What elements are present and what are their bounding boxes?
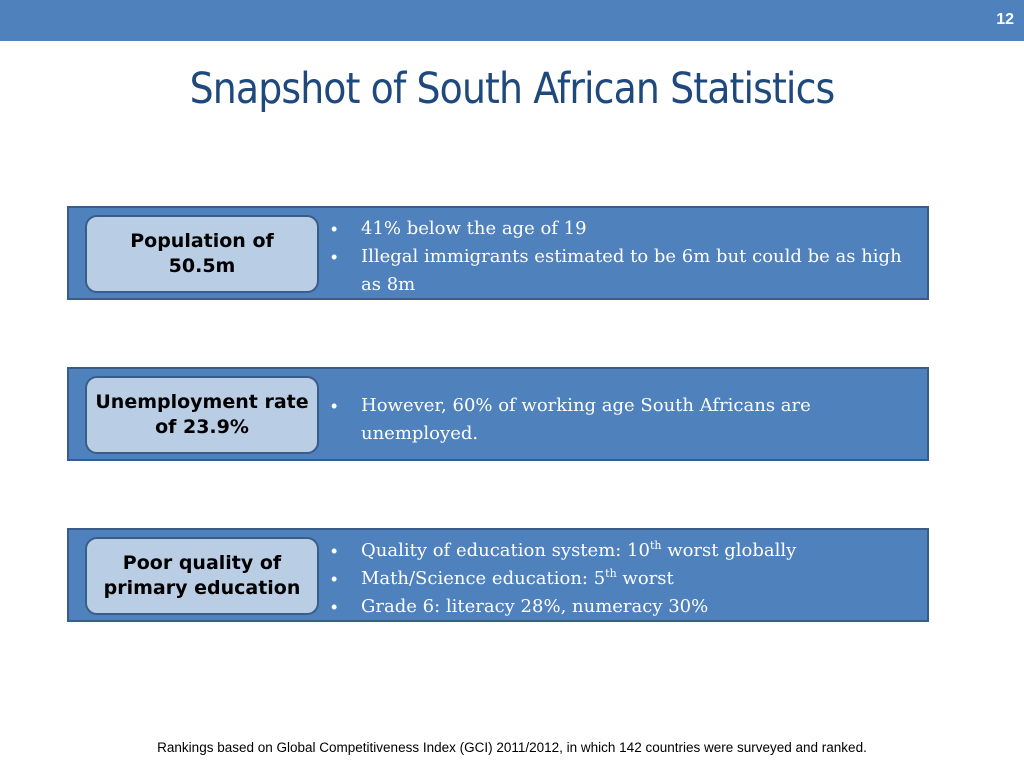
slide-number: 12 — [996, 11, 1014, 28]
bullet-item: • Math/Science education: 5th worst — [327, 565, 917, 593]
bullet-dot-icon: • — [331, 219, 338, 239]
stat-label-population: Population of 50.5m — [85, 215, 319, 293]
bullet-item: • 41% below the age of 19 — [327, 215, 917, 243]
bullet-text: Math/Science education: 5th worst — [361, 568, 674, 589]
stat-block-population: Population of 50.5m • 41% below the age … — [67, 206, 929, 300]
bullet-text: 41% below the age of 19 — [361, 218, 587, 239]
stat-block-education: Poor quality of primary education • Qual… — [67, 528, 929, 622]
bullet-dot-icon: • — [331, 396, 338, 416]
bullet-text: However, 60% of working age South Africa… — [361, 395, 811, 444]
bullet-text: Quality of education system: 10th worst … — [361, 540, 796, 561]
bullet-text: Illegal immigrants estimated to be 6m bu… — [361, 246, 902, 295]
bullet-dot-icon: • — [331, 247, 338, 267]
ordinal-suffix: th — [649, 539, 662, 552]
header-bar: 12 — [0, 0, 1024, 41]
stat-label-education: Poor quality of primary education — [85, 537, 319, 615]
bullet-text-main: Quality of education system: 10 — [361, 540, 650, 561]
bullet-text-tail: worst — [616, 568, 674, 589]
bullet-dot-icon: • — [331, 541, 338, 561]
bullet-list-unemployment: • However, 60% of working age South Afri… — [327, 392, 917, 448]
bullet-item: • However, 60% of working age South Afri… — [327, 392, 917, 448]
bullet-item: • Grade 6: literacy 28%, numeracy 30% — [327, 593, 917, 621]
slide-title: Snapshot of South African Statistics — [189, 64, 836, 114]
ordinal-suffix: th — [605, 567, 617, 580]
bullet-text: Grade 6: literacy 28%, numeracy 30% — [361, 596, 709, 617]
bullet-dot-icon: • — [331, 597, 338, 617]
bullet-item: • Quality of education system: 10th wors… — [327, 537, 917, 565]
bullet-item: • Illegal immigrants estimated to be 6m … — [327, 243, 917, 299]
footnote: Rankings based on Global Competitiveness… — [157, 740, 867, 755]
stat-label-unemployment: Unemployment rate of 23.9% — [85, 376, 319, 454]
bullet-text-main: Math/Science education: 5 — [361, 568, 606, 589]
bullet-dot-icon: • — [331, 569, 338, 589]
bullet-text-tail: worst globally — [661, 540, 797, 561]
bullet-list-education: • Quality of education system: 10th wors… — [327, 537, 917, 621]
stat-block-unemployment: Unemployment rate of 23.9% • However, 60… — [67, 367, 929, 461]
bullet-list-population: • 41% below the age of 19 • Illegal immi… — [327, 215, 917, 299]
